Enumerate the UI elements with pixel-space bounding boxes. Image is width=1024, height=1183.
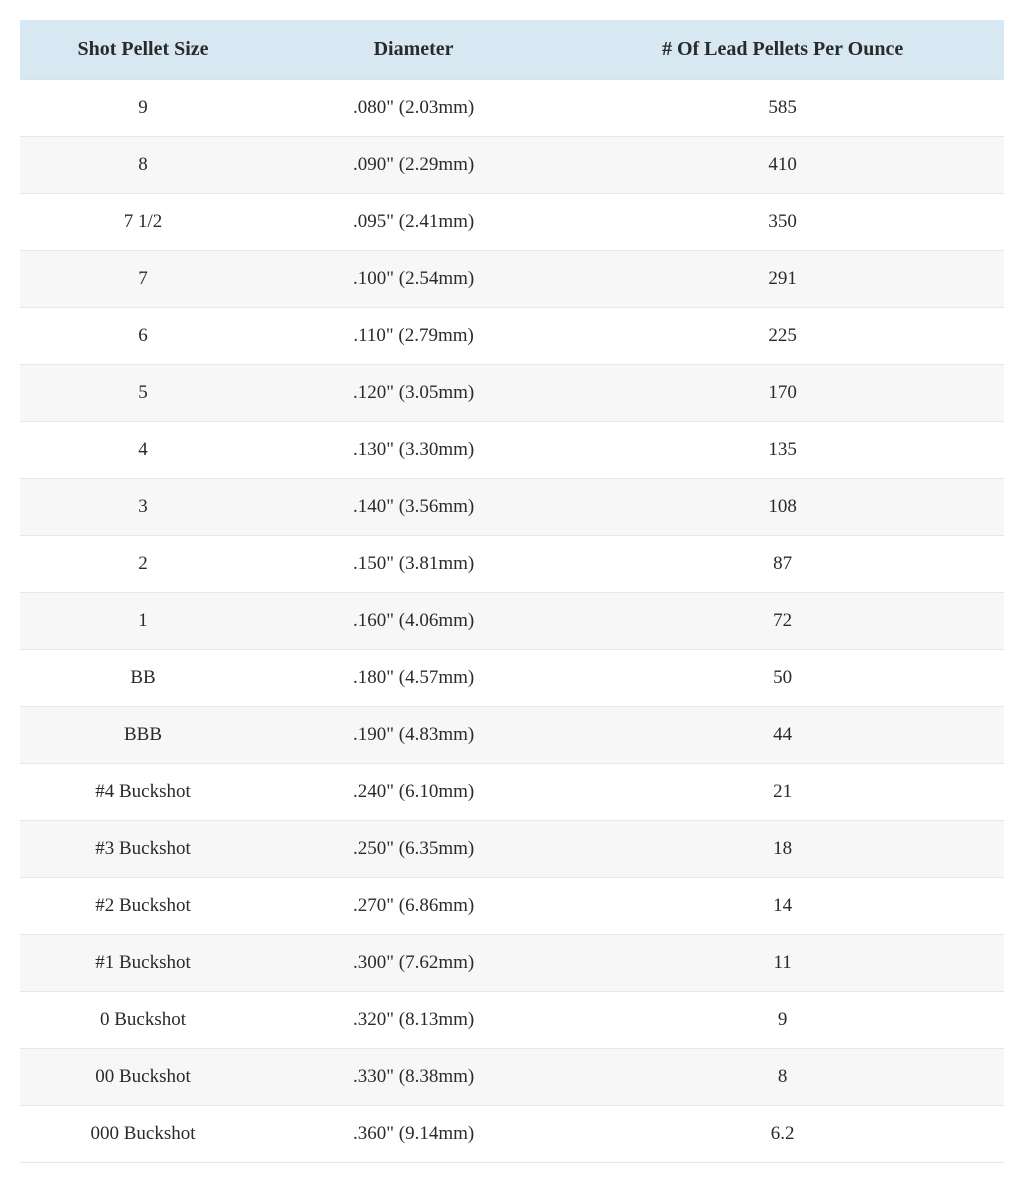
header-diameter: Diameter xyxy=(266,20,561,80)
cell-size: BB xyxy=(20,650,266,707)
cell-pellets: 350 xyxy=(561,194,1004,251)
cell-diameter: .270" (6.86mm) xyxy=(266,878,561,935)
cell-pellets: 135 xyxy=(561,422,1004,479)
cell-diameter: .080" (2.03mm) xyxy=(266,80,561,137)
table-row: 9 .080" (2.03mm) 585 xyxy=(20,80,1004,137)
cell-pellets: 11 xyxy=(561,935,1004,992)
table-row: 00 Buckshot .330" (8.38mm) 8 xyxy=(20,1049,1004,1106)
table-row: 2 .150" (3.81mm) 87 xyxy=(20,536,1004,593)
cell-size: 1 xyxy=(20,593,266,650)
cell-size: 8 xyxy=(20,137,266,194)
cell-pellets: 6.2 xyxy=(561,1106,1004,1163)
table-row: #2 Buckshot .270" (6.86mm) 14 xyxy=(20,878,1004,935)
cell-diameter: .120" (3.05mm) xyxy=(266,365,561,422)
cell-size: 4 xyxy=(20,422,266,479)
cell-pellets: 8 xyxy=(561,1049,1004,1106)
cell-pellets: 291 xyxy=(561,251,1004,308)
table-row: #3 Buckshot .250" (6.35mm) 18 xyxy=(20,821,1004,878)
table-row: 1 .160" (4.06mm) 72 xyxy=(20,593,1004,650)
cell-size: 7 1/2 xyxy=(20,194,266,251)
cell-size: 000 Buckshot xyxy=(20,1106,266,1163)
table-row: 3 .140" (3.56mm) 108 xyxy=(20,479,1004,536)
cell-diameter: .140" (3.56mm) xyxy=(266,479,561,536)
cell-diameter: .190" (4.83mm) xyxy=(266,707,561,764)
cell-diameter: .095" (2.41mm) xyxy=(266,194,561,251)
table-row: BB .180" (4.57mm) 50 xyxy=(20,650,1004,707)
cell-pellets: 225 xyxy=(561,308,1004,365)
cell-diameter: .360" (9.14mm) xyxy=(266,1106,561,1163)
cell-size: #2 Buckshot xyxy=(20,878,266,935)
cell-size: #3 Buckshot xyxy=(20,821,266,878)
table-row: 000 Buckshot .360" (9.14mm) 6.2 xyxy=(20,1106,1004,1163)
cell-pellets: 108 xyxy=(561,479,1004,536)
header-shot-size: Shot Pellet Size xyxy=(20,20,266,80)
table-row: 7 .100" (2.54mm) 291 xyxy=(20,251,1004,308)
header-pellets: # Of Lead Pellets Per Ounce xyxy=(561,20,1004,80)
cell-size: #4 Buckshot xyxy=(20,764,266,821)
table-row: 0 Buckshot .320" (8.13mm) 9 xyxy=(20,992,1004,1049)
cell-size: 00 Buckshot xyxy=(20,1049,266,1106)
cell-size: 9 xyxy=(20,80,266,137)
cell-pellets: 410 xyxy=(561,137,1004,194)
table-row: 6 .110" (2.79mm) 225 xyxy=(20,308,1004,365)
cell-diameter: .300" (7.62mm) xyxy=(266,935,561,992)
cell-size: 6 xyxy=(20,308,266,365)
table-row: BBB .190" (4.83mm) 44 xyxy=(20,707,1004,764)
cell-diameter: .240" (6.10mm) xyxy=(266,764,561,821)
cell-diameter: .100" (2.54mm) xyxy=(266,251,561,308)
table-row: 4 .130" (3.30mm) 135 xyxy=(20,422,1004,479)
cell-size: 0 Buckshot xyxy=(20,992,266,1049)
cell-diameter: .180" (4.57mm) xyxy=(266,650,561,707)
table-row: #4 Buckshot .240" (6.10mm) 21 xyxy=(20,764,1004,821)
cell-size: #1 Buckshot xyxy=(20,935,266,992)
cell-pellets: 18 xyxy=(561,821,1004,878)
cell-pellets: 72 xyxy=(561,593,1004,650)
cell-pellets: 44 xyxy=(561,707,1004,764)
cell-pellets: 50 xyxy=(561,650,1004,707)
cell-diameter: .110" (2.79mm) xyxy=(266,308,561,365)
cell-size: 5 xyxy=(20,365,266,422)
cell-diameter: .330" (8.38mm) xyxy=(266,1049,561,1106)
shot-pellet-table: Shot Pellet Size Diameter # Of Lead Pell… xyxy=(20,20,1004,1163)
cell-diameter: .250" (6.35mm) xyxy=(266,821,561,878)
cell-diameter: .320" (8.13mm) xyxy=(266,992,561,1049)
table-row: 8 .090" (2.29mm) 410 xyxy=(20,137,1004,194)
table-row: 5 .120" (3.05mm) 170 xyxy=(20,365,1004,422)
cell-size: 2 xyxy=(20,536,266,593)
table-row: 7 1/2 .095" (2.41mm) 350 xyxy=(20,194,1004,251)
cell-pellets: 170 xyxy=(561,365,1004,422)
cell-pellets: 9 xyxy=(561,992,1004,1049)
table-row: #1 Buckshot .300" (7.62mm) 11 xyxy=(20,935,1004,992)
cell-diameter: .130" (3.30mm) xyxy=(266,422,561,479)
cell-diameter: .150" (3.81mm) xyxy=(266,536,561,593)
table-header-row: Shot Pellet Size Diameter # Of Lead Pell… xyxy=(20,20,1004,80)
cell-pellets: 87 xyxy=(561,536,1004,593)
table-body: 9 .080" (2.03mm) 585 8 .090" (2.29mm) 41… xyxy=(20,80,1004,1163)
cell-diameter: .160" (4.06mm) xyxy=(266,593,561,650)
cell-pellets: 585 xyxy=(561,80,1004,137)
cell-pellets: 14 xyxy=(561,878,1004,935)
cell-size: BBB xyxy=(20,707,266,764)
cell-diameter: .090" (2.29mm) xyxy=(266,137,561,194)
cell-pellets: 21 xyxy=(561,764,1004,821)
cell-size: 3 xyxy=(20,479,266,536)
cell-size: 7 xyxy=(20,251,266,308)
